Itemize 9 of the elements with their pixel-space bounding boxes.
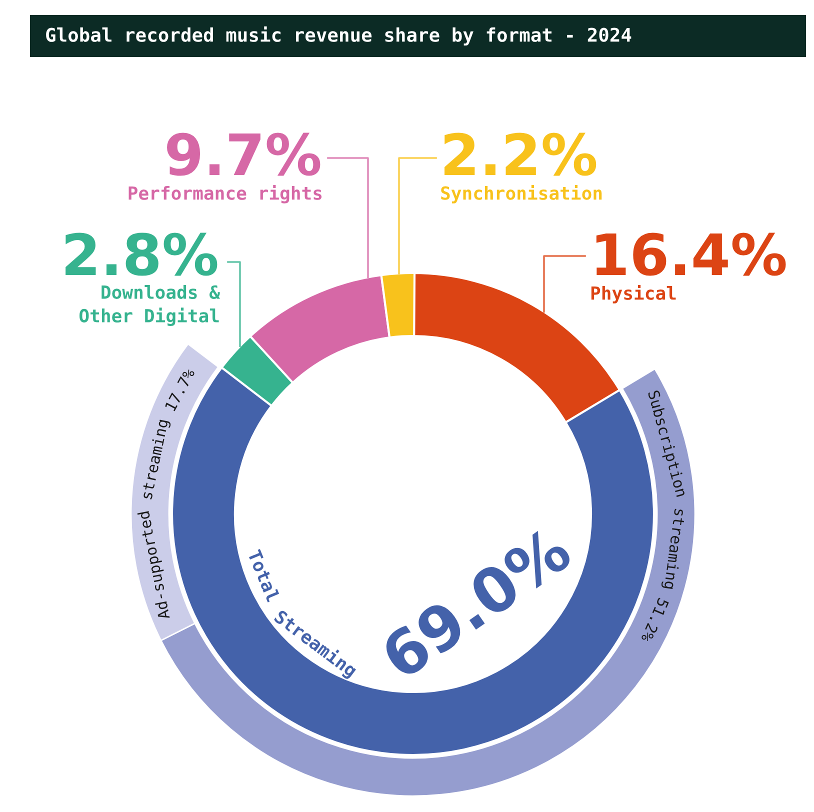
slice-label: Downloads & Other Digital bbox=[80, 285, 220, 326]
data-label: 2.2% bbox=[444, 132, 596, 176]
data-label: 2.8% bbox=[66, 232, 218, 276]
slice-label: Physical bbox=[591, 284, 676, 304]
data-label: 16.4% bbox=[596, 232, 786, 276]
slice-label: Synchronisation bbox=[441, 184, 602, 204]
data-label: 9.7% bbox=[167, 132, 320, 176]
chart-title: Global recorded music revenue share by format - 2024 bbox=[46, 26, 632, 46]
slice-label: Performance rights bbox=[128, 184, 322, 204]
